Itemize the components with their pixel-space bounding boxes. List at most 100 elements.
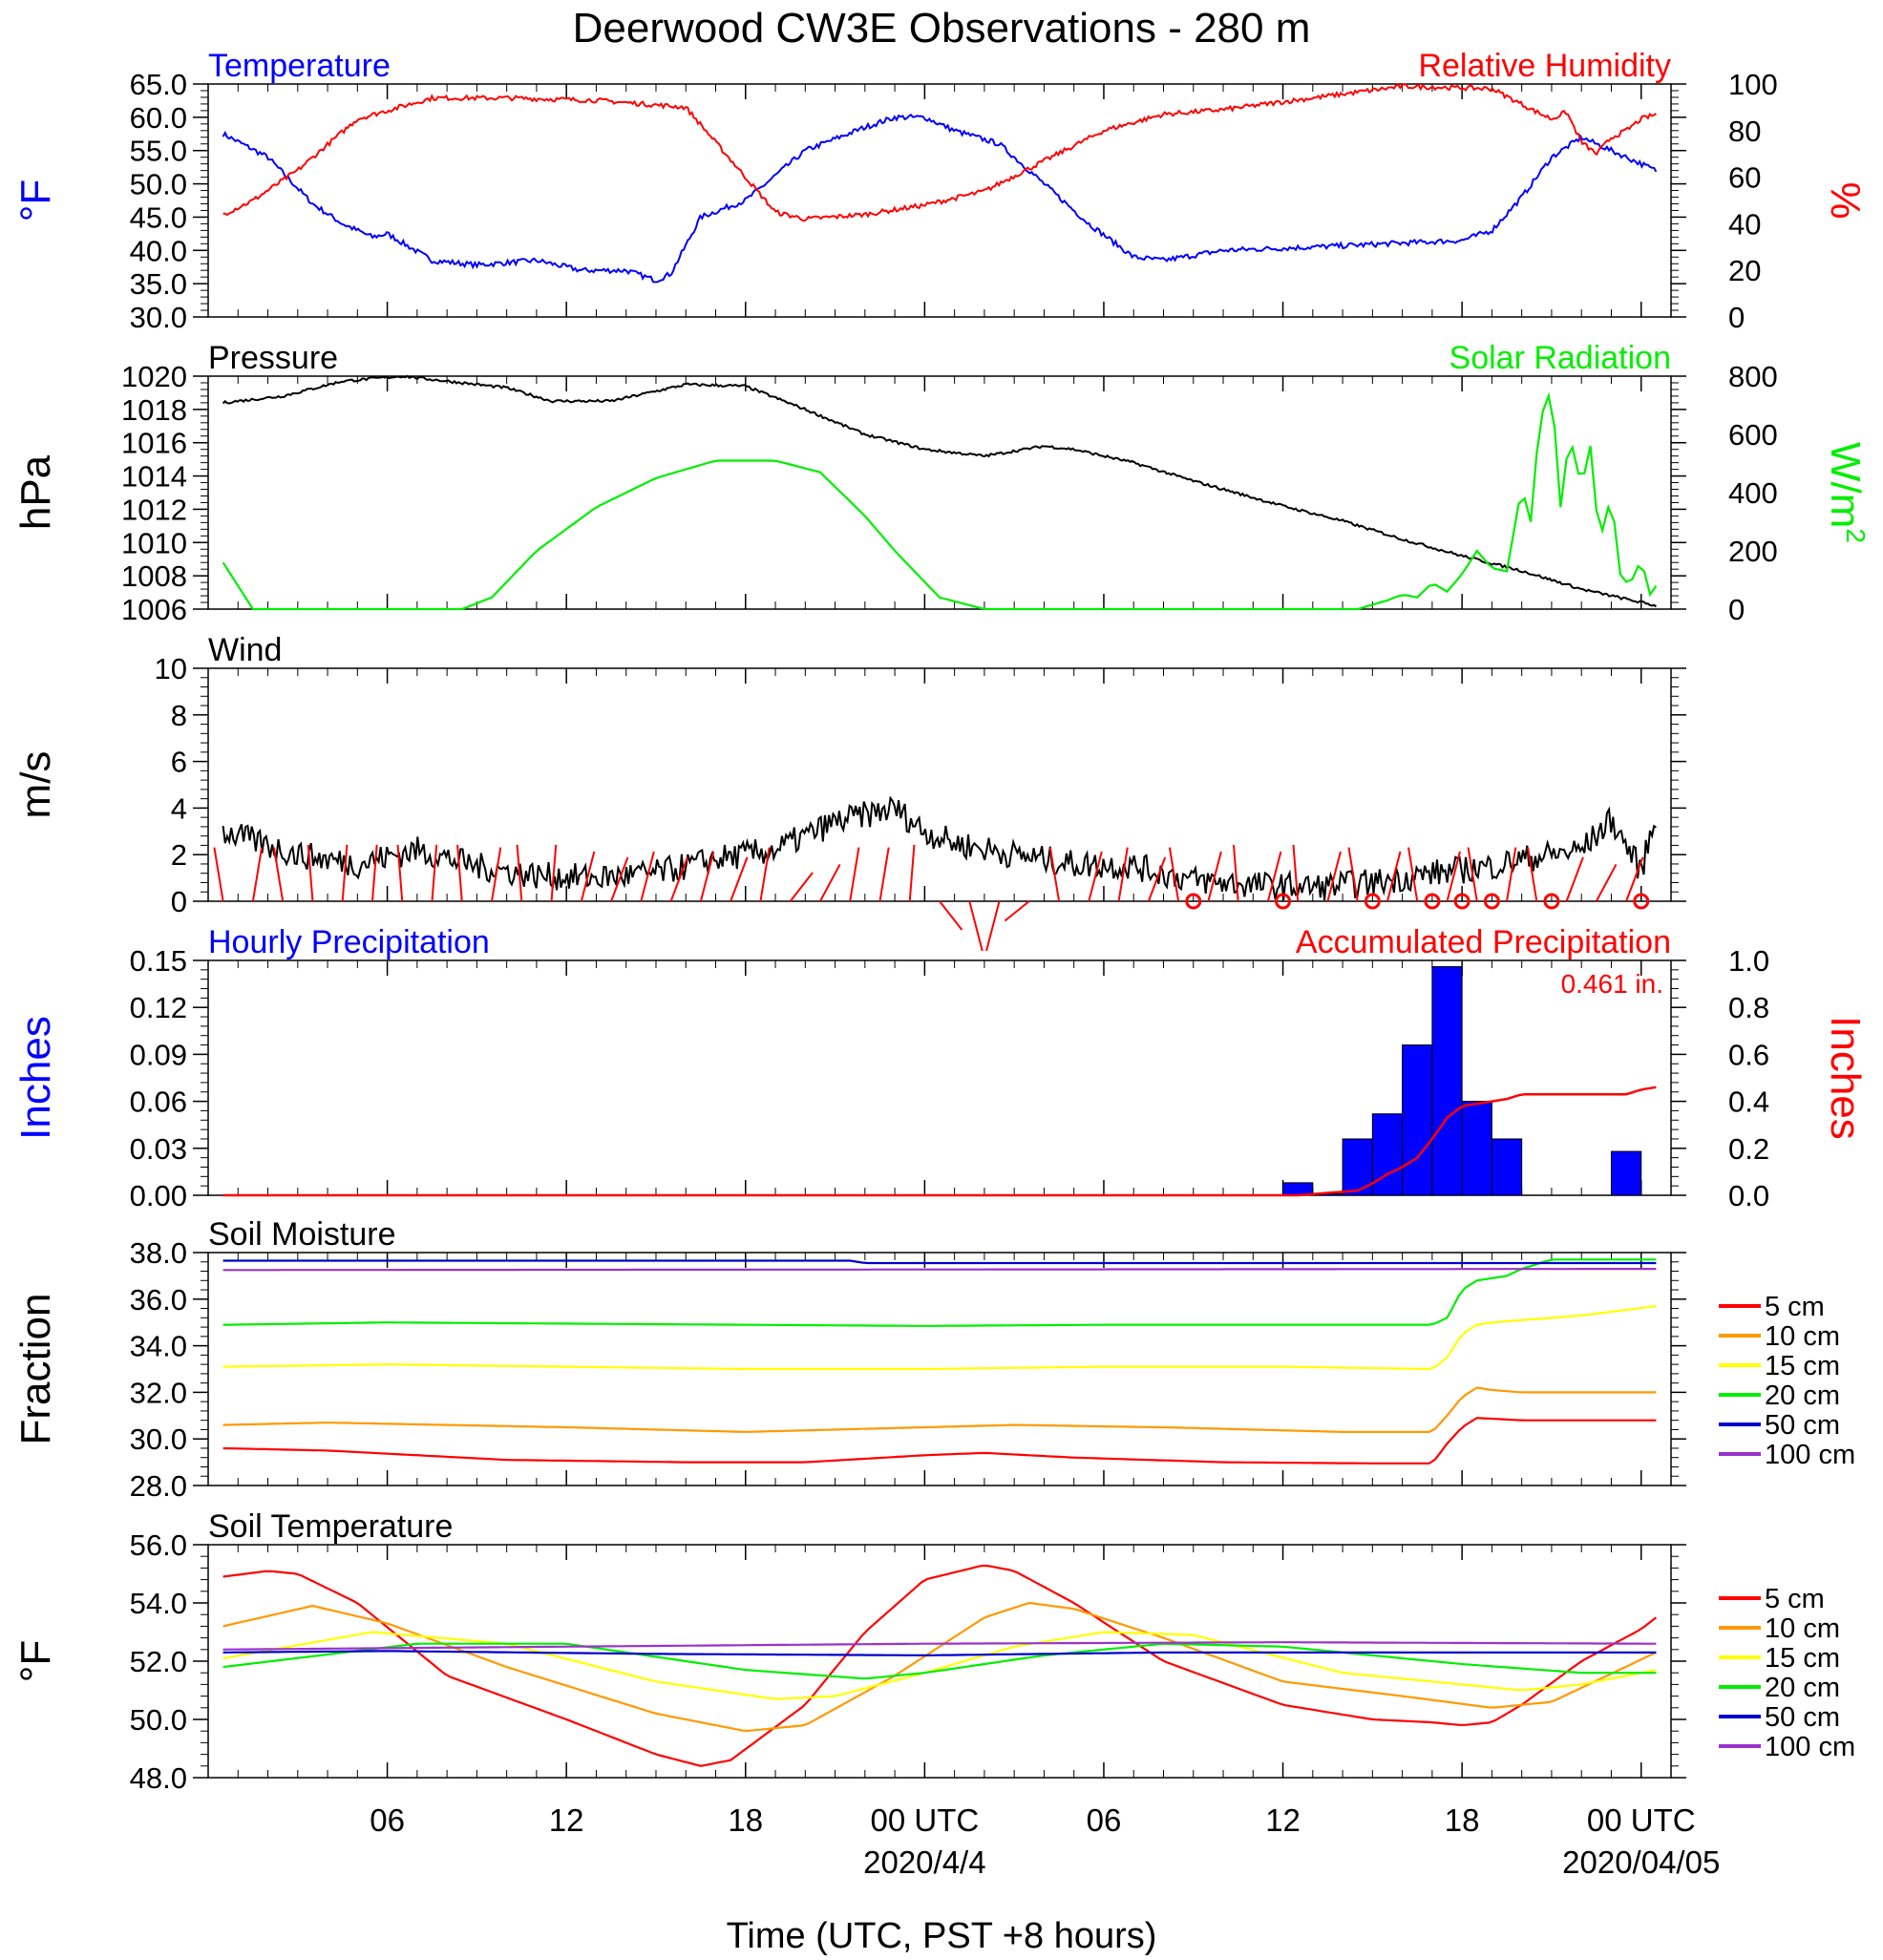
wind-barb <box>1232 844 1239 902</box>
series-line-temperature <box>222 114 1658 284</box>
wind-barb <box>878 847 890 902</box>
wind-barb <box>213 847 224 902</box>
panel-left-title: Wind <box>208 632 282 668</box>
legend-label: 20 cm <box>1765 1673 1840 1703</box>
x-tick-label: 18 <box>1445 1802 1480 1838</box>
left-tick-label: 1010 <box>121 526 187 559</box>
left-unit-label: m/s <box>12 751 59 819</box>
panel-precipitation: 0.00 0.03 0.06 0.09 0.12 0.15 0.0 0.2 0.4 0.6 0.8 1… <box>12 924 1869 1212</box>
wind-barb <box>1147 856 1167 902</box>
wind-barb <box>669 856 688 902</box>
legend-label: 10 cm <box>1765 1613 1840 1644</box>
legend-label: 100 cm <box>1765 1732 1855 1762</box>
wind-barb <box>730 856 749 902</box>
wind-barb <box>456 844 463 902</box>
left-tick-label: 6 <box>171 746 187 779</box>
right-tick-label: 400 <box>1728 476 1778 510</box>
legend-label: 20 cm <box>1765 1380 1840 1411</box>
series-line-15-cm <box>222 1305 1657 1371</box>
x-tick-label: 00 UTC <box>871 1802 980 1838</box>
panel-wind: 0 2 4 6 8 10 Wind m/s <box>12 632 1686 952</box>
calm-wind-marker <box>1185 893 1202 910</box>
left-tick-label: 10 <box>155 652 187 685</box>
x-tick-label: 06 <box>370 1802 405 1838</box>
series-line-100-cm <box>222 1268 1657 1272</box>
series-line-20-cm <box>222 1642 1657 1680</box>
left-unit-label: Fraction <box>12 1294 59 1445</box>
left-tick-label: 36.0 <box>130 1283 187 1317</box>
left-tick-label: 0.15 <box>130 944 187 978</box>
right-tick-label: 0.6 <box>1728 1038 1769 1071</box>
precip-bar <box>1431 966 1463 1196</box>
panel-right-title: Accumulated Precipitation <box>1296 924 1671 960</box>
wind-barb <box>1386 851 1402 902</box>
left-tick-label: 34.0 <box>130 1330 187 1363</box>
left-tick-label: 30.0 <box>130 1423 187 1456</box>
left-tick-label: 0.12 <box>130 991 187 1024</box>
precip-bar <box>1461 1101 1492 1196</box>
right-tick-label: 0.0 <box>1728 1179 1769 1212</box>
left-tick-label: 1008 <box>121 559 187 593</box>
calm-wind-marker <box>1424 893 1441 910</box>
right-tick-label: 0.2 <box>1728 1132 1769 1166</box>
panel-left-title: Temperature <box>208 48 391 84</box>
wind-barb <box>1347 847 1359 902</box>
left-tick-label: 50.0 <box>130 168 187 201</box>
panels: 30.035.040.045.050.055.060.065.002040608… <box>12 48 1871 1795</box>
panel-left-title: Hourly Precipitation <box>208 924 490 960</box>
left-tick-label: 45.0 <box>130 200 187 234</box>
x-tick-label: 06 <box>1087 1802 1122 1838</box>
panel-soil-moisture: 28.0 30.0 32.0 34.0 36.0 38.0 Soil Moisture Fra… <box>12 1216 1855 1503</box>
left-tick-label: 60.0 <box>130 101 187 135</box>
wind-barb <box>640 851 655 902</box>
series-line-50-cm <box>222 1650 1657 1656</box>
wind-barb <box>272 847 285 902</box>
series-line-10-cm <box>222 1386 1657 1433</box>
wind-barb <box>1527 847 1538 902</box>
left-tick-label: 1012 <box>121 493 187 526</box>
right-tick-label: 60 <box>1728 161 1761 195</box>
x-tick-label: 12 <box>1265 1802 1301 1838</box>
precip-bar <box>1610 1150 1642 1196</box>
wind-barb <box>759 847 771 902</box>
wind-barb <box>431 844 438 902</box>
right-tick-label: 200 <box>1728 535 1778 568</box>
calm-wind-marker <box>1483 893 1500 910</box>
x-tick-label: 18 <box>728 1802 763 1838</box>
series-line-20-cm <box>222 1258 1657 1327</box>
right-tick-label: 80 <box>1728 115 1761 148</box>
calm-wind-marker <box>1543 893 1560 910</box>
left-tick-label: 1020 <box>121 360 187 393</box>
left-tick-label: 32.0 <box>130 1376 187 1409</box>
left-tick-label: 30.0 <box>130 301 187 334</box>
left-unit-label: °F <box>12 179 59 221</box>
wind-barb <box>849 847 860 902</box>
wind-barb <box>789 872 814 902</box>
wind-barb <box>610 856 629 902</box>
series-line-solar-radiation <box>222 391 1658 611</box>
left-tick-label: 0.03 <box>130 1132 187 1166</box>
series-line-50-cm <box>222 1259 1657 1265</box>
wind-barb <box>1048 847 1061 902</box>
wind-barb <box>1407 847 1419 902</box>
right-unit-label: Inches <box>1822 1016 1869 1140</box>
series-line-5-cm <box>222 1564 1658 1767</box>
right-tick-label: 1.0 <box>1728 944 1769 978</box>
left-tick-label: 48.0 <box>130 1761 187 1795</box>
panel-right-title: Relative Humidity <box>1418 48 1671 84</box>
panel-left-title: Pressure <box>208 340 338 376</box>
left-tick-label: 1018 <box>121 393 187 427</box>
wind-barb <box>985 900 1001 952</box>
right-tick-label: 600 <box>1728 418 1778 452</box>
accumulated-precip-line <box>222 1085 1657 1197</box>
panel-frame <box>207 83 1672 318</box>
right-tick-label: 0.8 <box>1728 991 1769 1024</box>
left-tick-label: 0 <box>171 885 187 918</box>
precip-bar <box>1371 1113 1404 1196</box>
right-unit-label: % <box>1822 181 1869 219</box>
precip-bar <box>1402 1044 1433 1196</box>
wind-barb <box>1266 851 1282 902</box>
right-tick-label: 0.4 <box>1728 1085 1769 1119</box>
panel-temperature-humidity: 30.035.040.045.050.055.060.065.0 0 20 40 60 8… <box>12 48 1869 334</box>
